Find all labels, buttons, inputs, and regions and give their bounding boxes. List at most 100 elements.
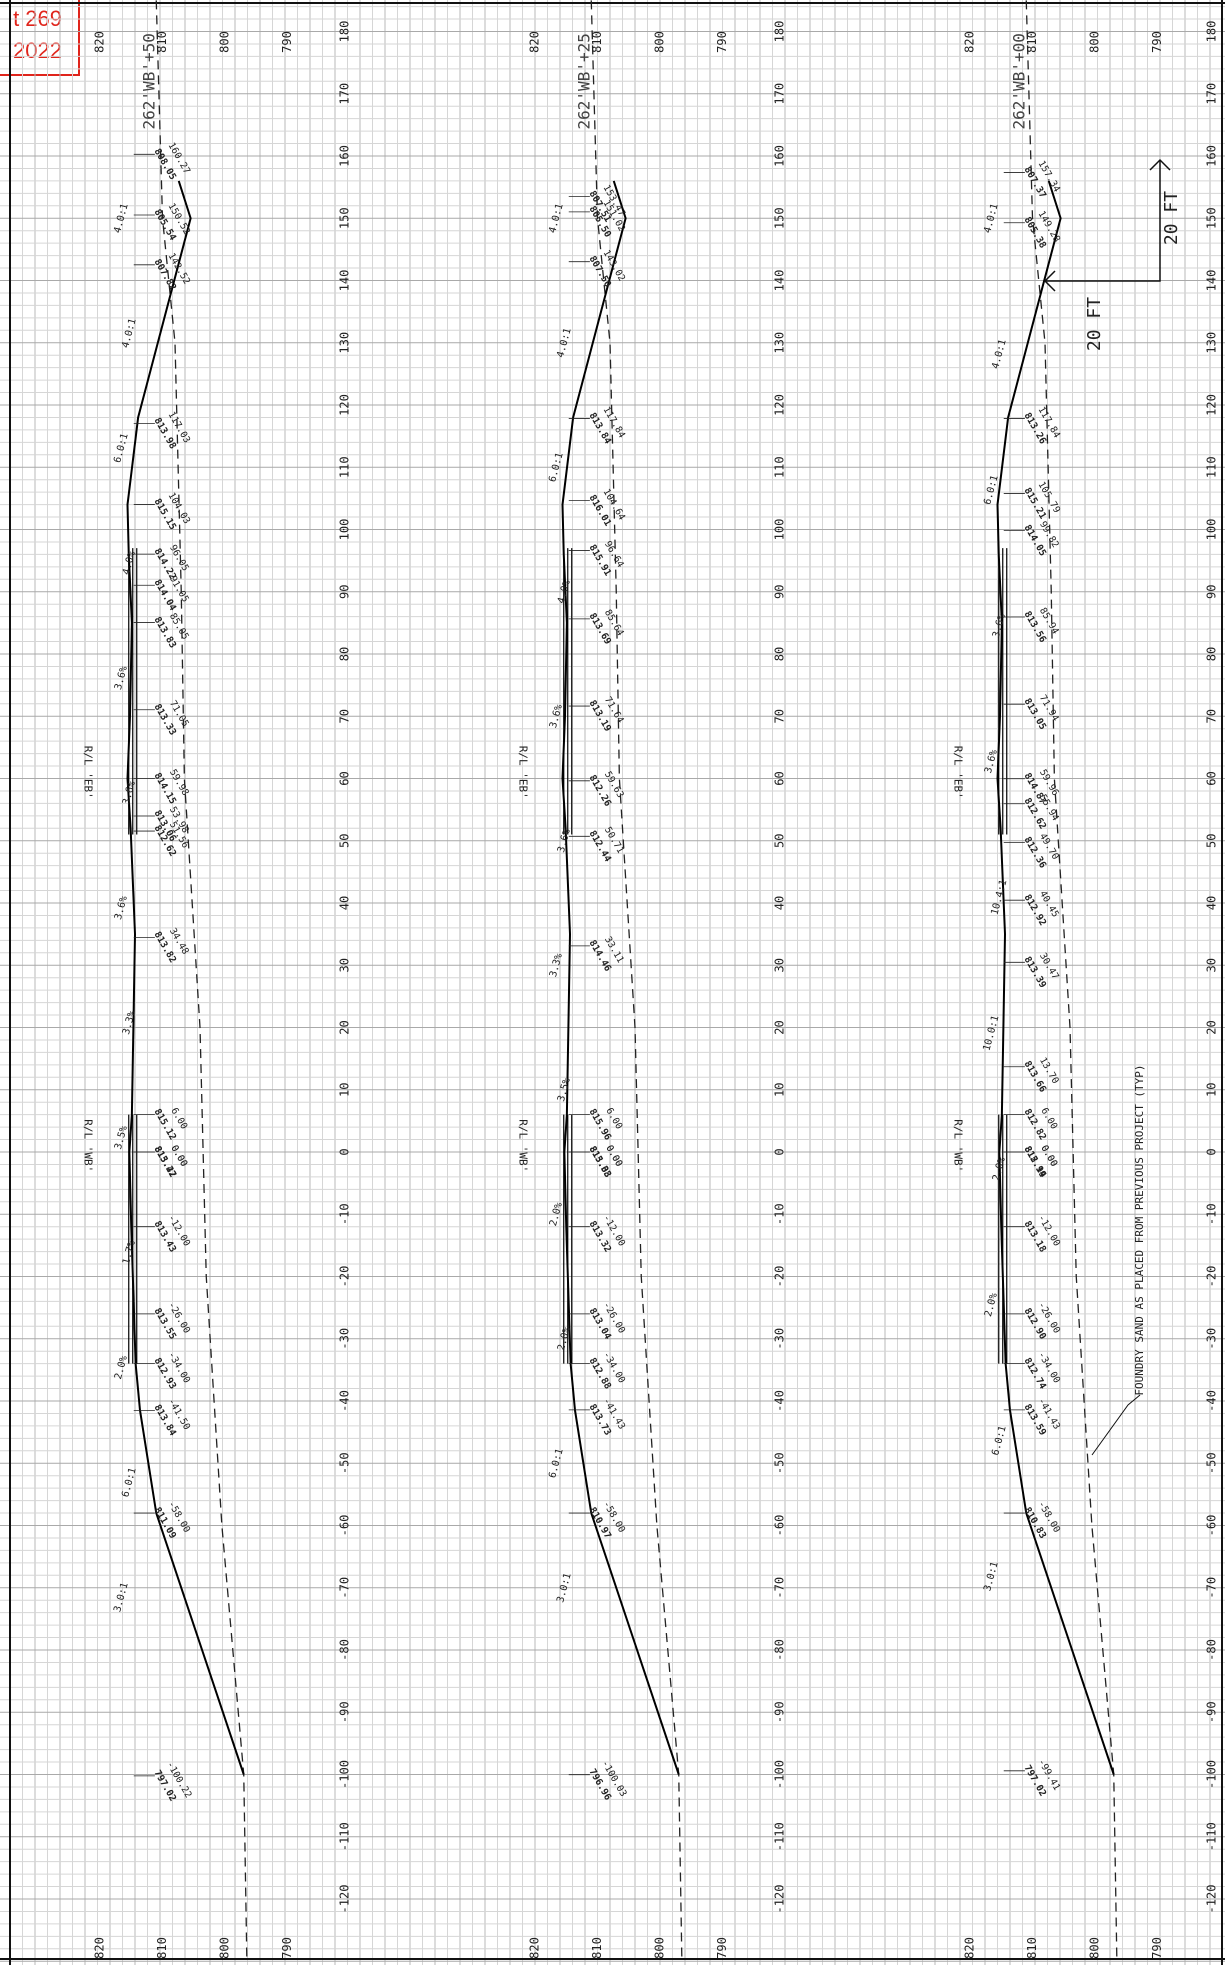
scale-bar-horizontal-label: 20 FT: [1161, 191, 1182, 245]
elevation-label: 790: [1150, 1937, 1164, 1959]
elevation-label: 810: [155, 31, 169, 53]
finished-grade-line: [126, 180, 245, 1775]
station-label: -120: [773, 1885, 787, 1914]
station-label: 20: [1205, 1020, 1219, 1034]
elevation-label: 790: [280, 31, 294, 53]
elevation-label: 820: [93, 1937, 107, 1959]
reference-line-label: R/L 'EB': [82, 746, 95, 799]
elevation-label: 800: [653, 1937, 667, 1959]
reference-line-label: R/L 'WB': [952, 1119, 965, 1172]
finished-grade-line: [996, 180, 1115, 1775]
station-label: -70: [338, 1577, 352, 1599]
station-label: 90: [773, 585, 787, 599]
station-label: 60: [773, 771, 787, 785]
station-label: 170: [1205, 83, 1219, 105]
station-label: -50: [1205, 1452, 1219, 1474]
station-label: 0: [1205, 1148, 1219, 1155]
station-label: 80: [1205, 647, 1219, 661]
station-label: 120: [773, 394, 787, 416]
station-label: 10: [338, 1083, 352, 1097]
station-label: 110: [338, 456, 352, 478]
station-label: 150: [773, 207, 787, 229]
slope-label: 3.6%: [113, 895, 130, 921]
station-label: 130: [1205, 332, 1219, 354]
note-leader: [1091, 1394, 1141, 1456]
existing-ground-line: [155, 0, 248, 1962]
station-label: 120: [1205, 394, 1219, 416]
station-label: -120: [1205, 1885, 1219, 1914]
station-label: -60: [773, 1515, 787, 1537]
reference-line-label: R/L 'WB': [517, 1119, 530, 1172]
scale-bar-arrow: [1149, 158, 1171, 171]
slope-label: 10.4:1: [989, 879, 1009, 917]
elevation-label: 810: [590, 31, 604, 53]
station-label: 140: [1205, 270, 1219, 292]
elevation-label: 800: [218, 31, 232, 53]
station-label: -100: [338, 1760, 352, 1789]
slope-label: 6.0:1: [120, 1467, 138, 1499]
elevation-label: 790: [715, 31, 729, 53]
station-label: 20: [338, 1020, 352, 1034]
elevation-label: 820: [528, 31, 542, 53]
station-label: 140: [338, 270, 352, 292]
station-label: 170: [338, 83, 352, 105]
elevation-label: 820: [963, 31, 977, 53]
elevation-label: 800: [218, 1937, 232, 1959]
station-label: 50: [338, 834, 352, 848]
slope-label: 3.0:1: [112, 1581, 130, 1613]
station-label: -80: [338, 1639, 352, 1661]
station-label: -70: [1205, 1577, 1219, 1599]
station-label: -110: [773, 1822, 787, 1851]
scale-bar-vertical-label: 20 FT: [1084, 297, 1105, 351]
slope-label: 6.0:1: [990, 1425, 1008, 1457]
section-title: 262'WB'+00: [1010, 33, 1029, 129]
station-label: -40: [1205, 1390, 1219, 1412]
station-label: -10: [338, 1203, 352, 1225]
station-label: 70: [773, 709, 787, 723]
elevation-label: 810: [155, 1937, 169, 1959]
section-title: 262'WB'+25: [575, 33, 594, 129]
station-label: 60: [338, 771, 352, 785]
elevation-label: 820: [93, 31, 107, 53]
reference-line-label: R/L 'EB': [952, 746, 965, 799]
elevation-label: 810: [1025, 31, 1039, 53]
scale-bar: [1045, 160, 1161, 282]
elevation-label: 790: [715, 1937, 729, 1959]
station-label: 100: [1205, 519, 1219, 541]
station-label: 30: [1205, 958, 1219, 972]
station-label: 180: [1205, 21, 1219, 43]
station-label: 110: [1205, 456, 1219, 478]
slope-label: 4.0:1: [120, 317, 138, 349]
station-label: 30: [338, 958, 352, 972]
station-label: 160: [1205, 145, 1219, 167]
slope-label: 2.0%: [113, 1355, 130, 1381]
finished-grade-line: [561, 180, 680, 1775]
station-label: -70: [773, 1577, 787, 1599]
elevation-label: 800: [653, 31, 667, 53]
station-label: 70: [338, 709, 352, 723]
station-label: -90: [773, 1701, 787, 1723]
foundry-sand-note: FOUNDRY SAND AS PLACED FROM PREVIOUS PRO…: [1133, 1064, 1146, 1395]
slope-label: 3.5%: [113, 1125, 130, 1151]
slope-label: 3.6%: [113, 665, 130, 691]
station-label: -60: [338, 1515, 352, 1537]
station-label: 120: [338, 394, 352, 416]
station-label: -10: [1205, 1203, 1219, 1225]
station-label: 140: [773, 270, 787, 292]
cross-section: 262'WB'+25R/L 'EB'R/L 'WB'4.0:14.0:16.0:…: [517, 0, 683, 1962]
elevation-label: 820: [963, 1937, 977, 1959]
station-label: -20: [338, 1266, 352, 1288]
station-label: 150: [338, 207, 352, 229]
station-label: 110: [773, 456, 787, 478]
station-label: -110: [338, 1822, 352, 1851]
station-label: 10: [773, 1083, 787, 1097]
station-label: 100: [773, 519, 787, 541]
station-label: 180: [773, 21, 787, 43]
elevation-label: 810: [1025, 1937, 1039, 1959]
station-label: -10: [773, 1203, 787, 1225]
station-label: -120: [338, 1885, 352, 1914]
elevation-label: 790: [1150, 31, 1164, 53]
station-label: 160: [773, 145, 787, 167]
